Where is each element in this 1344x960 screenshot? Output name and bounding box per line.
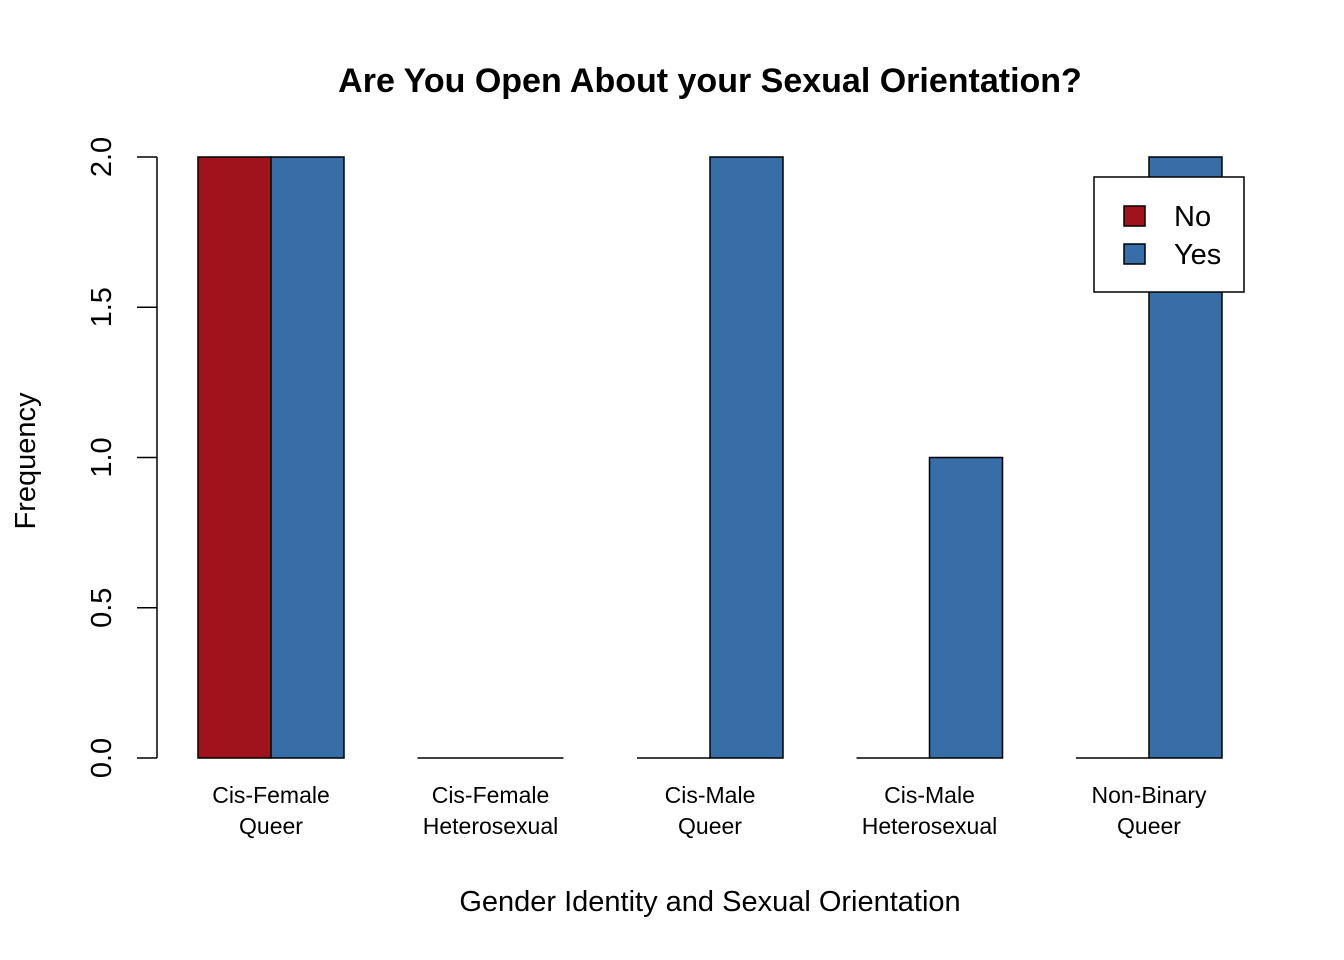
- legend-swatch-yes: [1123, 243, 1146, 265]
- x-tick-label: Cis-Male: [884, 782, 975, 808]
- bar-yes: [270, 156, 345, 759]
- legend: No Yes: [1093, 176, 1245, 293]
- x-tick-label: Non-Binary: [1091, 782, 1207, 808]
- legend-swatch-no: [1123, 205, 1146, 227]
- x-tick-label: Heterosexual: [423, 813, 559, 839]
- bar-yes: [928, 456, 1004, 759]
- y-tick-label: 1.0: [86, 437, 118, 477]
- x-tick-label: Queer: [678, 813, 742, 839]
- x-tick-label: Heterosexual: [862, 813, 998, 839]
- bar-no: [197, 156, 272, 759]
- y-tick-label: 0.5: [86, 588, 118, 628]
- y-axis-title: Frequency: [10, 392, 42, 530]
- y-tick-label: 0.0: [86, 738, 118, 778]
- x-tick-label: Cis-Female: [212, 782, 330, 808]
- x-axis-title: Gender Identity and Sexual Orientation: [459, 886, 960, 918]
- x-tick-label: Cis-Male: [665, 782, 756, 808]
- legend-box: [1093, 176, 1245, 293]
- x-tick-label: Queer: [1117, 813, 1181, 839]
- x-tick-label: Cis-Female: [432, 782, 550, 808]
- legend-label-yes: Yes: [1174, 239, 1221, 271]
- y-axis: 0.0 0.5 1.0 1.5 2.0: [86, 137, 158, 778]
- bar-yes: [709, 156, 784, 759]
- x-axis-labels: Cis-Female Queer Cis-Female Heterosexual Cis…: [212, 782, 1207, 839]
- x-tick-label: Queer: [239, 813, 303, 839]
- bars: [197, 156, 1223, 759]
- legend-label-no: No: [1174, 201, 1211, 233]
- chart-title: Are You Open About your Sexual Orientati…: [338, 62, 1082, 100]
- y-tick-label: 1.5: [86, 287, 118, 327]
- y-tick-label: 2.0: [86, 137, 118, 177]
